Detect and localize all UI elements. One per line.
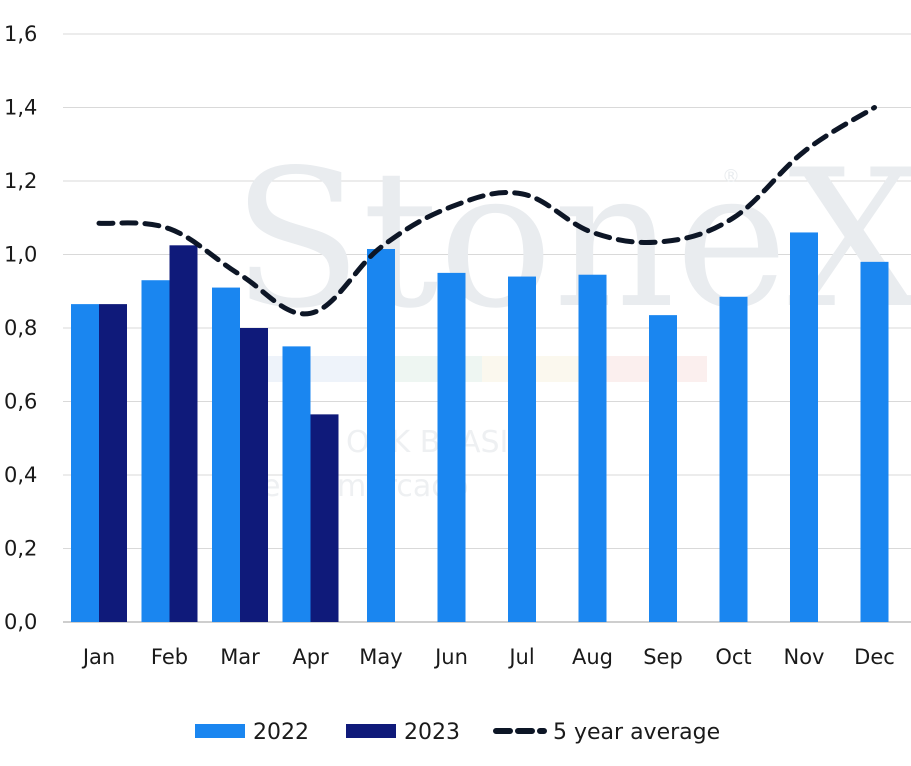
bar-2022-apr bbox=[282, 346, 311, 622]
legend-label: 2022 bbox=[253, 720, 309, 745]
y-tick-label: 1,2 bbox=[4, 169, 37, 193]
bar-2023-mar bbox=[240, 328, 268, 622]
x-tick-label: Nov bbox=[784, 645, 825, 669]
y-tick-label: 1,6 bbox=[4, 22, 37, 46]
five-year-average-line bbox=[96, 105, 877, 317]
bar-2022-dec bbox=[860, 261, 889, 622]
x-tick-label: Apr bbox=[292, 645, 329, 669]
legend-swatch-2023 bbox=[346, 724, 396, 738]
bar-2022-aug bbox=[578, 274, 607, 622]
watermark-color-strip bbox=[262, 356, 707, 382]
bar-2022-feb bbox=[141, 280, 170, 622]
y-axis: 0,0 0,2 0,4 0,6 0,8 1,0 1,2 1,4 1,6 bbox=[4, 22, 37, 634]
x-tick-label: Sep bbox=[643, 645, 683, 669]
y-tick-label: 1,4 bbox=[4, 96, 37, 120]
y-tick-label: 0,0 bbox=[4, 610, 37, 634]
x-tick-label: Jan bbox=[81, 645, 115, 669]
x-tick-label: Aug bbox=[572, 645, 613, 669]
x-tick-label: Jul bbox=[507, 645, 534, 669]
legend-label: 5 year average bbox=[553, 720, 720, 745]
y-tick-label: 1,0 bbox=[4, 243, 37, 267]
x-tick-label: Feb bbox=[151, 645, 188, 669]
bar-2022-sep bbox=[649, 315, 677, 622]
y-tick-label: 0,4 bbox=[4, 463, 37, 487]
watermark-registered: ® bbox=[722, 166, 740, 187]
x-tick-label: Jun bbox=[433, 645, 468, 669]
grid-lines bbox=[63, 33, 911, 623]
y-tick-label: 0,2 bbox=[4, 537, 37, 561]
x-tick-label: Oct bbox=[715, 645, 751, 669]
x-axis: Jan Feb Mar Apr May Jun Jul Aug Sep Oct Nov Dec bbox=[81, 645, 895, 669]
bar-2022-may bbox=[367, 248, 395, 623]
legend-label: 2023 bbox=[404, 720, 460, 745]
bar-2023-jan bbox=[99, 304, 127, 622]
bar-2022-jun bbox=[437, 272, 466, 622]
x-tick-label: Dec bbox=[854, 645, 895, 669]
bar-2022-nov bbox=[790, 232, 818, 622]
legend: 2022 2023 5 year average bbox=[195, 720, 720, 745]
bar-2022-jul bbox=[508, 276, 536, 622]
bar-2022-jan bbox=[71, 304, 99, 622]
x-tick-label: Mar bbox=[220, 645, 260, 669]
average-line-layer bbox=[96, 105, 877, 317]
legend-swatch-2022 bbox=[195, 724, 245, 738]
y-tick-label: 0,8 bbox=[4, 316, 37, 340]
bar-2022-mar bbox=[212, 287, 240, 622]
x-tick-label: May bbox=[359, 645, 402, 669]
bar-2023-apr bbox=[310, 414, 339, 622]
bars bbox=[71, 232, 889, 623]
bar-2022-oct bbox=[719, 296, 748, 622]
bar-2023-feb bbox=[169, 245, 198, 622]
y-tick-label: 0,6 bbox=[4, 390, 37, 414]
